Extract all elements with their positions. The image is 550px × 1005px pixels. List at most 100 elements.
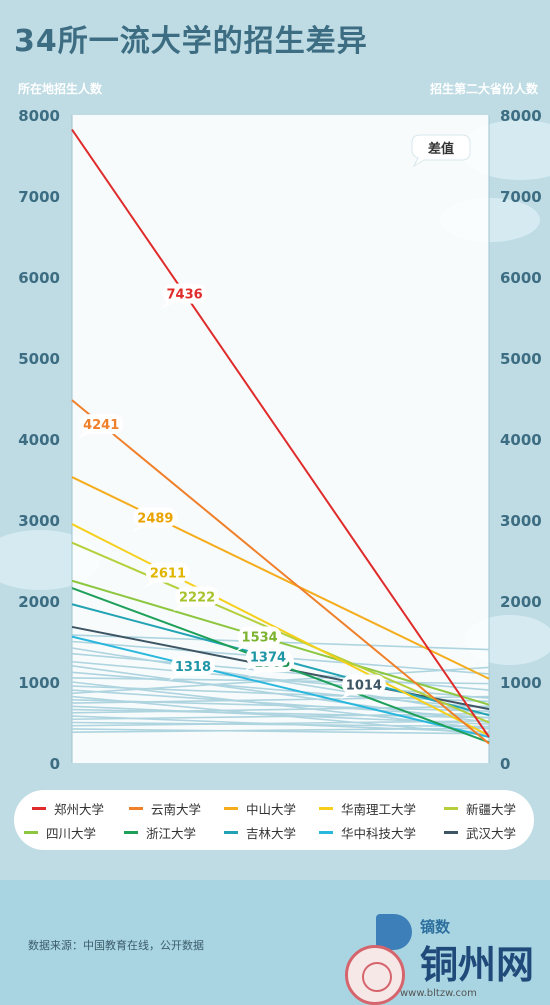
diff-bubble: 1014 — [339, 674, 386, 700]
diff-bubble-bg — [245, 646, 290, 667]
other-university-line — [71, 712, 490, 721]
right-tick-label: 3000 — [500, 512, 542, 530]
left-axis-title: 所在地招生人数 — [18, 82, 103, 96]
diff-label: 差值 — [428, 141, 454, 157]
legend-label: 四川大学 — [46, 826, 97, 841]
legend-item: 郑州大学 — [32, 799, 104, 818]
diff-value: 2489 — [137, 511, 173, 526]
logo-icon — [376, 914, 412, 950]
legend-item: 中山大学 — [224, 799, 296, 818]
legend-swatch — [224, 831, 238, 834]
right-tick-label: 0 — [500, 755, 510, 773]
diff-value: 2611 — [150, 567, 186, 582]
diff-bubble-bg — [133, 507, 178, 528]
left-tick-label: 4000 — [18, 431, 60, 449]
other-university-line — [71, 728, 490, 735]
diff-bubble-tail — [77, 431, 92, 440]
legend-swatch — [224, 807, 238, 810]
legend-label: 云南大学 — [151, 802, 202, 817]
legend-label: 浙江大学 — [146, 826, 197, 841]
legend: 郑州大学 云南大学 中山大学 华南理工大学 新疆大学四川大学 浙江大学 吉林大学 华中科技大学… — [14, 790, 534, 850]
diff-bubble-tail — [243, 663, 258, 672]
logo-name: 铜州网 — [420, 943, 535, 987]
right-axis-title: 招生第二大省份人数 — [429, 82, 538, 96]
diff-bubble-bg — [237, 626, 282, 647]
left-tick-label: 7000 — [18, 188, 60, 206]
series-line — [71, 635, 490, 739]
diff-bubble: 2222 — [173, 586, 220, 612]
other-university-line — [71, 689, 490, 719]
legend-swatch — [319, 831, 333, 834]
legend-item: 云南大学 — [129, 799, 201, 818]
left-tick-label: 2000 — [18, 593, 60, 611]
left-tick-label: 3000 — [18, 512, 60, 530]
diff-bubble-tail — [173, 603, 188, 612]
logo-mark: 镝数 — [420, 918, 451, 936]
diff-bubble: 4241 — [77, 414, 124, 440]
diff-value: 2222 — [179, 591, 215, 606]
diff-bubble-bg — [145, 562, 190, 583]
other-university-line — [71, 705, 490, 714]
other-university-line — [71, 721, 490, 728]
left-tick-label: 8000 — [18, 107, 60, 125]
legend-item: 华中科技大学 — [319, 823, 416, 842]
diff-bubble-tail — [160, 300, 175, 309]
diff-value: 1318 — [175, 660, 211, 675]
diff-value: 1534 — [242, 631, 278, 646]
diff-bubble-bg — [162, 283, 207, 304]
legend-swatch — [24, 831, 38, 834]
legend-label: 新疆大学 — [466, 802, 517, 817]
right-tick-label: 4000 — [500, 431, 542, 449]
diff-bubble: 1374 — [243, 646, 290, 672]
series-line — [71, 399, 490, 745]
diff-bubble-tail — [168, 672, 183, 681]
right-tick-label: 2000 — [500, 593, 542, 611]
legend-label: 华南理工大学 — [341, 802, 417, 817]
legend-item: 新疆大学 — [444, 799, 516, 818]
diff-bubble: 2611 — [143, 562, 190, 588]
legend-item: 浙江大学 — [124, 823, 196, 842]
diff-bubble-tail — [235, 643, 250, 652]
left-tick-label: 1000 — [18, 674, 60, 692]
diff-value: 7436 — [166, 288, 202, 303]
diff-bubble-tail — [131, 524, 146, 533]
legend-label: 吉林大学 — [246, 826, 297, 841]
legend-item: 武汉大学 — [444, 823, 516, 842]
right-tick-label: 5000 — [500, 350, 542, 368]
slope-chart: 0 1000 2000 3000 4000 5000 6000 7000 8000 0 1000 2… — [0, 107, 550, 773]
logo-url: www.bltzw.com — [400, 988, 477, 999]
left-tick-label: 0 — [50, 755, 60, 773]
legend-item: 四川大学 — [24, 823, 96, 842]
legend-swatch — [444, 807, 458, 810]
legend-swatch — [444, 831, 458, 834]
diff-value: 1374 — [250, 650, 286, 665]
other-university-line — [71, 727, 490, 734]
diff-bubble-bg — [79, 414, 124, 435]
diff-bubble: 7436 — [160, 283, 207, 309]
diff-value: 4241 — [83, 418, 119, 433]
right-tick-label: 6000 — [500, 269, 542, 287]
legend-label: 郑州大学 — [54, 802, 105, 817]
diff-bubble-bg — [341, 674, 386, 695]
legend-label: 中山大学 — [246, 802, 297, 817]
diff-bubble-tail — [248, 669, 263, 678]
legend-swatch — [319, 807, 333, 810]
other-university-line — [71, 720, 490, 727]
diff-bubble: 2489 — [131, 507, 178, 533]
data-source: 数据来源：中国教育在线，公开数据 — [28, 939, 204, 952]
legend-item: 华南理工大学 — [319, 799, 416, 818]
diff-bubble-bg — [170, 655, 215, 676]
seal-icon — [345, 945, 405, 1005]
right-tick-label: 8000 — [500, 107, 542, 125]
diff-bubble-tail — [339, 691, 354, 700]
right-tick-label: 1000 — [500, 674, 542, 692]
legend-label: 华中科技大学 — [341, 826, 417, 841]
footer-band — [0, 880, 550, 1005]
left-tick-label: 5000 — [18, 350, 60, 368]
diff-bubble-bg — [175, 586, 220, 607]
legend-label: 武汉大学 — [466, 826, 517, 841]
diff-bubble-tail — [143, 579, 158, 588]
legend-item: 吉林大学 — [224, 823, 296, 842]
series-line — [71, 579, 490, 706]
diff-legend-bubble: 差值 — [411, 134, 471, 168]
